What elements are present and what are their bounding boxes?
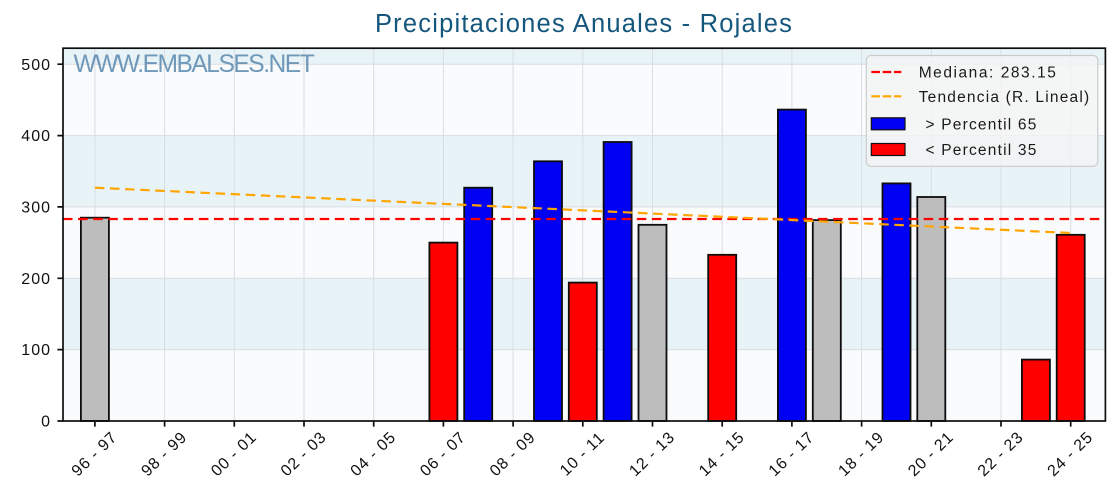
svg-text:400: 400 <box>21 128 51 145</box>
svg-text:24 - 25: 24 - 25 <box>1045 429 1097 480</box>
svg-text:16 - 17: 16 - 17 <box>766 429 818 480</box>
svg-text:500: 500 <box>21 57 51 74</box>
svg-text:Precipitaciones Anuales - Roja: Precipitaciones Anuales - Rojales <box>375 10 793 38</box>
svg-text:14 - 15: 14 - 15 <box>696 429 748 480</box>
svg-text:10 - 11: 10 - 11 <box>557 429 608 479</box>
svg-text:12 - 13: 12 - 13 <box>626 429 678 480</box>
svg-text:98 - 99: 98 - 99 <box>138 429 190 480</box>
svg-text:200: 200 <box>21 271 51 288</box>
svg-text:Mediana: 283.15: Mediana: 283.15 <box>919 65 1058 82</box>
svg-text:20 - 21: 20 - 21 <box>905 429 957 480</box>
svg-text:< Percentil 35: < Percentil 35 <box>926 142 1038 159</box>
svg-text:00 - 01: 00 - 01 <box>208 429 260 480</box>
svg-text:> Percentil 65: > Percentil 65 <box>926 116 1038 133</box>
svg-text:96 - 97: 96 - 97 <box>69 429 121 480</box>
svg-text:Tendencia (R. Lineal): Tendencia (R. Lineal) <box>919 89 1091 106</box>
svg-text:22 - 23: 22 - 23 <box>975 429 1027 480</box>
svg-text:08 - 09: 08 - 09 <box>487 429 539 480</box>
svg-text:WWW.EMBALSES.NET: WWW.EMBALSES.NET <box>74 51 315 78</box>
svg-text:300: 300 <box>21 200 51 217</box>
svg-text:100: 100 <box>21 342 51 359</box>
svg-text:18 - 19: 18 - 19 <box>835 429 887 480</box>
svg-text:04 - 05: 04 - 05 <box>348 429 400 480</box>
svg-text:02 - 03: 02 - 03 <box>278 429 330 480</box>
svg-text:06 - 07: 06 - 07 <box>417 429 469 480</box>
svg-text:0: 0 <box>41 414 51 431</box>
